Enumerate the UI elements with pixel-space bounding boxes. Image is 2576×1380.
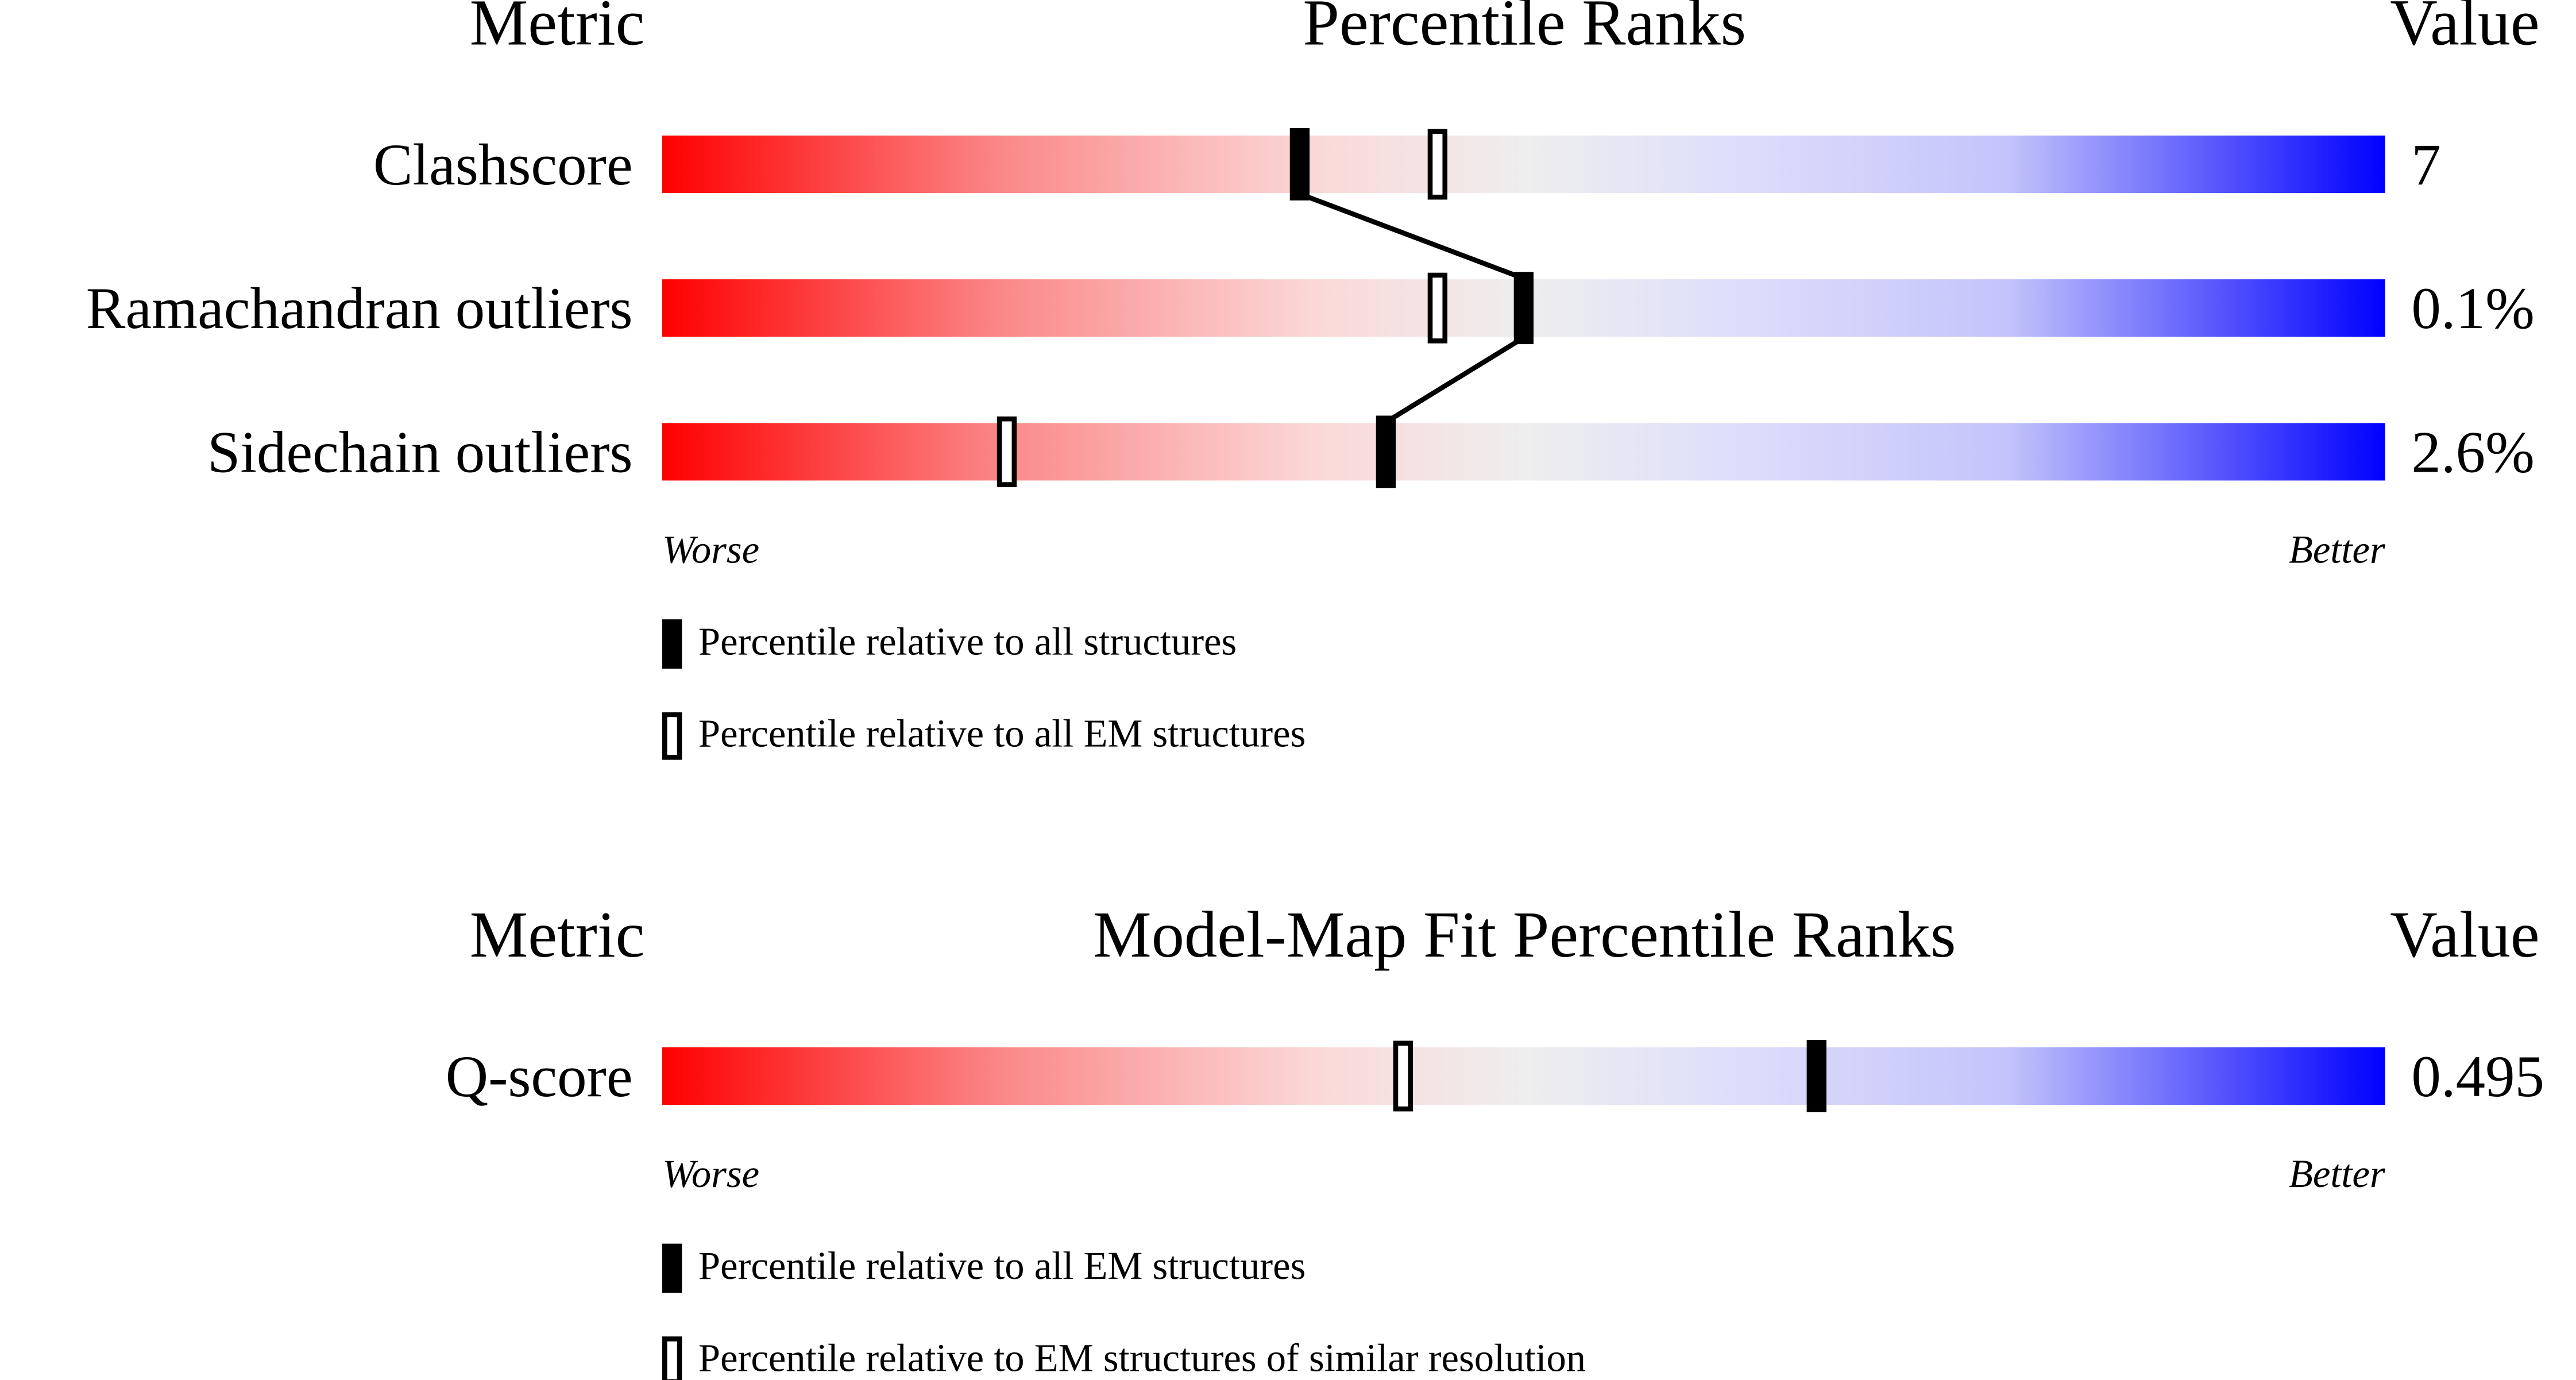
legend-marker (662, 619, 682, 669)
metric-value: 2.6% (2411, 419, 2534, 485)
legend-label: Percentile relative to all EM structures (698, 712, 1306, 755)
legend-marker (662, 712, 682, 760)
metric-label: Clashscore (373, 132, 633, 198)
chart-title: Model-Map Fit Percentile Ranks (1093, 898, 1956, 971)
percentile-marker (1289, 128, 1310, 201)
legend-marker (662, 1243, 682, 1293)
rank-bar (662, 423, 2385, 481)
value-header: Value (2390, 0, 2539, 59)
legend-label: Percentile relative to all structures (698, 620, 1237, 664)
connector (1384, 335, 1525, 425)
metric-header: Metric (470, 0, 645, 59)
metric-label: Q-score (446, 1044, 633, 1109)
percentile-marker (997, 416, 1017, 487)
legend-marker (662, 1336, 682, 1380)
axis-high-label: Better (2289, 527, 2385, 571)
metric-value: 0.495 (2411, 1044, 2544, 1109)
chart-title: Percentile Ranks (1303, 0, 1746, 59)
legend-label: Percentile relative to all EM structures (698, 1244, 1306, 1288)
metric-value: 7 (2411, 132, 2440, 198)
connector (1299, 191, 1525, 281)
value-header: Value (2390, 898, 2539, 971)
axis-low-label: Worse (662, 1152, 759, 1196)
percentile-marker (1513, 272, 1534, 345)
percentile-marker (1376, 415, 1396, 488)
percentile-marker (1427, 129, 1448, 200)
metric-label: Sidechain outliers (207, 419, 632, 485)
legend-label: Percentile relative to EM structures of … (698, 1336, 1586, 1379)
percentile-marker (1806, 1040, 1826, 1112)
percentile-marker (1393, 1040, 1413, 1112)
metric-value: 0.1% (2411, 276, 2534, 341)
rank-bar (662, 1047, 2385, 1105)
metric-label: Ramachandran outliers (86, 276, 633, 341)
axis-high-label: Better (2289, 1152, 2385, 1196)
axis-low-label: Worse (662, 527, 759, 571)
percentile-marker (1427, 272, 1448, 344)
rank-bar (662, 135, 2385, 193)
metric-header: Metric (470, 898, 645, 971)
